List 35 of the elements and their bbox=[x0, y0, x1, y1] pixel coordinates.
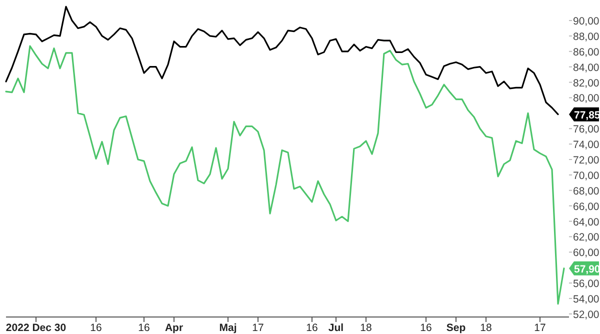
y-tick-label: 66,00 bbox=[573, 200, 600, 213]
y-tick-label: 62,00 bbox=[573, 232, 600, 244]
y-tick-label: 64,00 bbox=[573, 216, 600, 228]
y-tick-label: 74,00 bbox=[573, 139, 600, 152]
x-tick-label: 16 bbox=[306, 322, 318, 334]
x-tick-label: 17 bbox=[252, 322, 264, 334]
data-label: 77,85 bbox=[574, 109, 600, 122]
x-tick-label: Sep bbox=[446, 322, 466, 334]
y-tick-label: 68,00 bbox=[573, 185, 600, 198]
y-tick-label: 86,00 bbox=[573, 46, 600, 58]
y-tick-label: 84,00 bbox=[573, 62, 600, 74]
y-tick-label: 72,00 bbox=[573, 154, 600, 166]
y-tick-label: 80,00 bbox=[573, 92, 600, 105]
x-tick-label: 18 bbox=[360, 322, 372, 334]
x-tick-label: 16 bbox=[420, 322, 432, 334]
x-tick-label: 18 bbox=[480, 322, 492, 334]
y-tick-label: 70,00 bbox=[573, 170, 600, 182]
y-tick-label: 76,00 bbox=[573, 124, 600, 136]
line-series bbox=[5, 45, 565, 305]
y-tick-label: 82,00 bbox=[573, 77, 600, 90]
x-tick-label: Maj bbox=[219, 322, 237, 334]
y-tick-label: 88,00 bbox=[573, 30, 600, 43]
y-tick-label: 90,00 bbox=[573, 16, 600, 28]
x-tick-label: 16 bbox=[138, 322, 150, 334]
x-tick-label: Apr bbox=[164, 322, 184, 334]
x-tick-label: 2022 Dec 30 bbox=[6, 322, 66, 334]
x-tick-label: 17 bbox=[534, 322, 546, 334]
y-tick-label: 54,00 bbox=[573, 293, 600, 306]
line-series bbox=[5, 6, 559, 116]
y-tick-label: 60,00 bbox=[573, 247, 600, 260]
y-tick-label: 56,00 bbox=[573, 278, 600, 290]
x-tick-label: 16 bbox=[90, 322, 102, 334]
x-tick-label: Jul bbox=[328, 322, 344, 334]
data-label: 57,90 bbox=[574, 263, 600, 276]
y-tick-label: 52,00 bbox=[573, 308, 600, 321]
